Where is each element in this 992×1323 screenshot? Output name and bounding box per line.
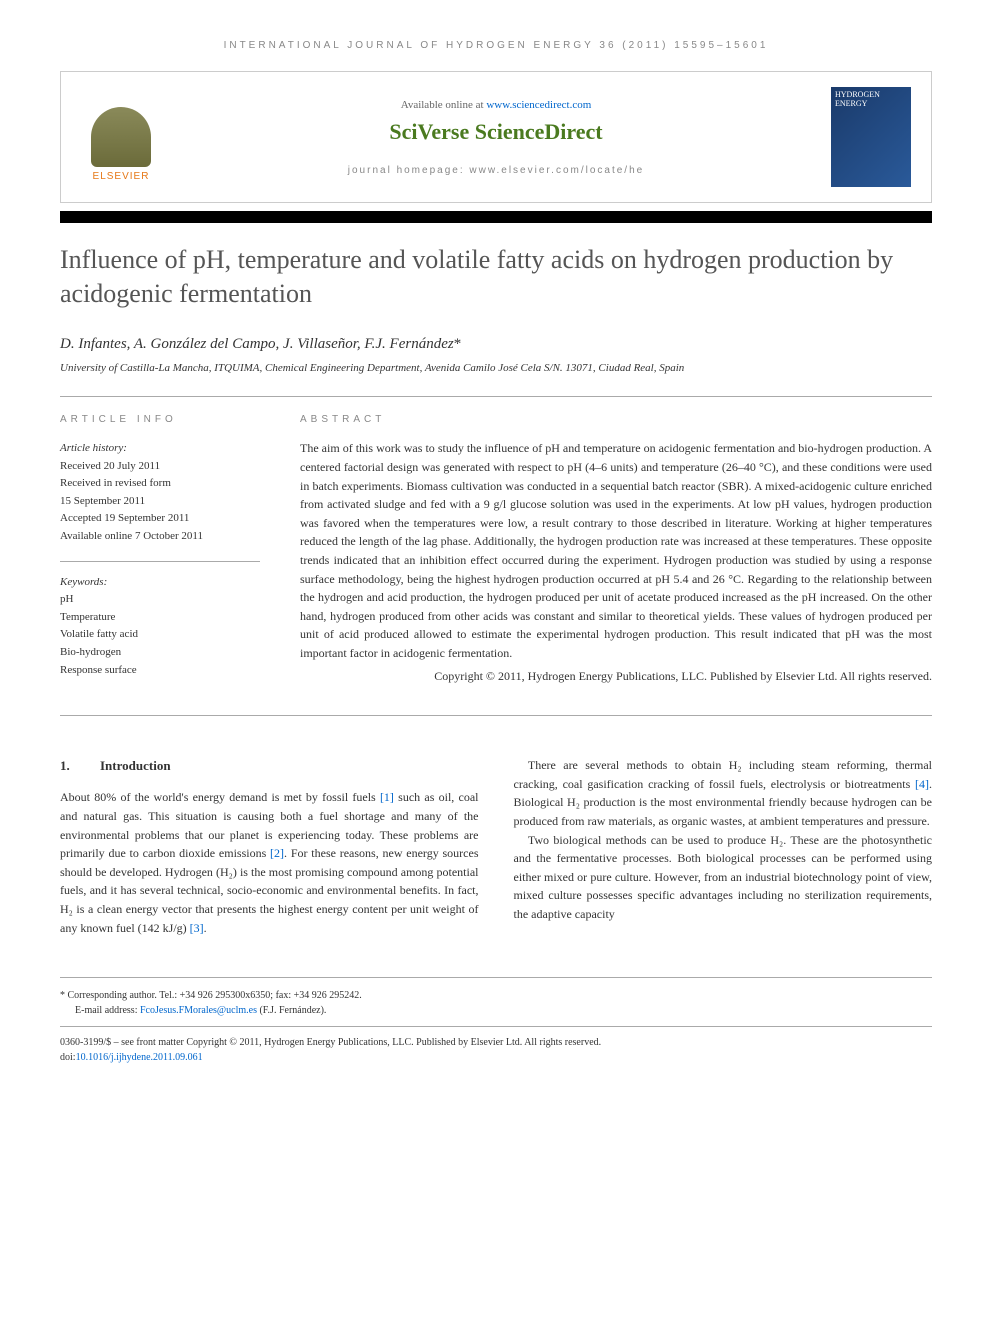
email-label: E-mail address: xyxy=(75,1005,140,1016)
journal-cover-thumbnail: HYDROGEN ENERGY xyxy=(831,87,911,187)
abstract-copyright: Copyright © 2011, Hydrogen Energy Public… xyxy=(300,667,932,686)
abstract-text: The aim of this work was to study the in… xyxy=(300,439,932,662)
info-abstract-row: ARTICLE INFO Article history: Received 2… xyxy=(60,412,932,685)
body-paragraph: Two biological methods can be used to pr… xyxy=(514,831,933,924)
section-number: 1. xyxy=(60,756,100,776)
keyword-item: Bio-hydrogen xyxy=(60,644,260,662)
email-link[interactable]: FcoJesus.FMorales@uclm.es xyxy=(140,1005,257,1016)
author-list: D. Infantes, A. González del Campo, J. V… xyxy=(60,336,932,353)
accepted-date: Accepted 19 September 2011 xyxy=(60,510,260,528)
reference-link[interactable]: [1] xyxy=(380,790,394,804)
reference-link[interactable]: [4] xyxy=(915,777,929,791)
section-title: Introduction xyxy=(100,758,171,773)
body-paragraph: About 80% of the world's energy demand i… xyxy=(60,788,479,937)
body-text: . xyxy=(204,921,207,935)
keyword-item: pH xyxy=(60,591,260,609)
journal-cover-title: HYDROGEN ENERGY xyxy=(835,91,907,109)
article-history-head: Article history: xyxy=(60,440,260,458)
authors-text: D. Infantes, A. González del Campo, J. V… xyxy=(60,336,454,352)
body-columns: 1.Introduction About 80% of the world's … xyxy=(60,756,932,937)
journal-header-box: ELSEVIER Available online at www.science… xyxy=(60,71,932,203)
revised-line2: 15 September 2011 xyxy=(60,493,260,511)
doi-line: doi:10.1016/j.ijhydene.2011.09.061 xyxy=(60,1050,932,1065)
article-info-column: ARTICLE INFO Article history: Received 2… xyxy=(60,412,260,685)
sciverse-logo: SciVerse ScienceDirect xyxy=(181,119,811,145)
keywords-block: Keywords: pH Temperature Volatile fatty … xyxy=(60,561,260,680)
corresponding-author-line: * Corresponding author. Tel.: +34 926 29… xyxy=(60,988,932,1003)
sciencedirect-link[interactable]: www.sciencedirect.com xyxy=(486,99,591,111)
title-separator-bar xyxy=(60,211,932,223)
header-center: Available online at www.sciencedirect.co… xyxy=(181,99,811,176)
doi-label: doi: xyxy=(60,1052,76,1063)
elsevier-logo: ELSEVIER xyxy=(81,92,161,182)
divider-bottom xyxy=(60,715,932,716)
reference-link[interactable]: [2] xyxy=(270,846,284,860)
corresponding-label: * Corresponding author. xyxy=(60,990,157,1001)
article-info-label: ARTICLE INFO xyxy=(60,412,260,428)
affiliation: University of Castilla-La Mancha, ITQUIM… xyxy=(60,361,932,376)
journal-homepage-text: journal homepage: www.elsevier.com/locat… xyxy=(181,165,811,176)
abstract-label: ABSTRACT xyxy=(300,412,932,428)
issn-line: 0360-3199/$ – see front matter Copyright… xyxy=(60,1035,932,1050)
doi-link[interactable]: 10.1016/j.ijhydene.2011.09.061 xyxy=(76,1052,203,1063)
running-header: INTERNATIONAL JOURNAL OF HYDROGEN ENERGY… xyxy=(60,40,932,51)
sciverse-logo-text: SciVerse ScienceDirect xyxy=(389,119,602,144)
reference-link[interactable]: [3] xyxy=(190,921,204,935)
online-date: Available online 7 October 2011 xyxy=(60,528,260,546)
keyword-item: Response surface xyxy=(60,662,260,680)
available-prefix: Available online at xyxy=(401,99,487,111)
abstract-column: ABSTRACT The aim of this work was to stu… xyxy=(300,412,932,685)
body-text: There are several methods to obtain H₂ i… xyxy=(514,758,933,791)
available-online-text: Available online at www.sciencedirect.co… xyxy=(181,99,811,111)
footer-block: * Corresponding author. Tel.: +34 926 29… xyxy=(60,977,932,1065)
received-date: Received 20 July 2011 xyxy=(60,458,260,476)
revised-line1: Received in revised form xyxy=(60,475,260,493)
elsevier-label: ELSEVIER xyxy=(93,171,150,182)
body-text: About 80% of the world's energy demand i… xyxy=(60,790,380,804)
body-column-left: 1.Introduction About 80% of the world's … xyxy=(60,756,479,937)
email-line: E-mail address: FcoJesus.FMorales@uclm.e… xyxy=(60,1003,932,1018)
keyword-item: Volatile fatty acid xyxy=(60,626,260,644)
section-heading: 1.Introduction xyxy=(60,756,479,776)
article-title: Influence of pH, temperature and volatil… xyxy=(60,243,932,311)
keywords-head: Keywords: xyxy=(60,574,260,592)
divider-top xyxy=(60,396,932,397)
corresponding-marker: * xyxy=(454,336,462,352)
elsevier-tree-icon xyxy=(91,107,151,167)
keyword-item: Temperature xyxy=(60,609,260,627)
footer-divider xyxy=(60,1026,932,1027)
corresponding-tel: Tel.: +34 926 295300x6350; fax: +34 926 … xyxy=(157,990,362,1001)
body-column-right: There are several methods to obtain H₂ i… xyxy=(514,756,933,937)
email-suffix: (F.J. Fernández). xyxy=(257,1005,326,1016)
body-paragraph: There are several methods to obtain H₂ i… xyxy=(514,756,933,830)
